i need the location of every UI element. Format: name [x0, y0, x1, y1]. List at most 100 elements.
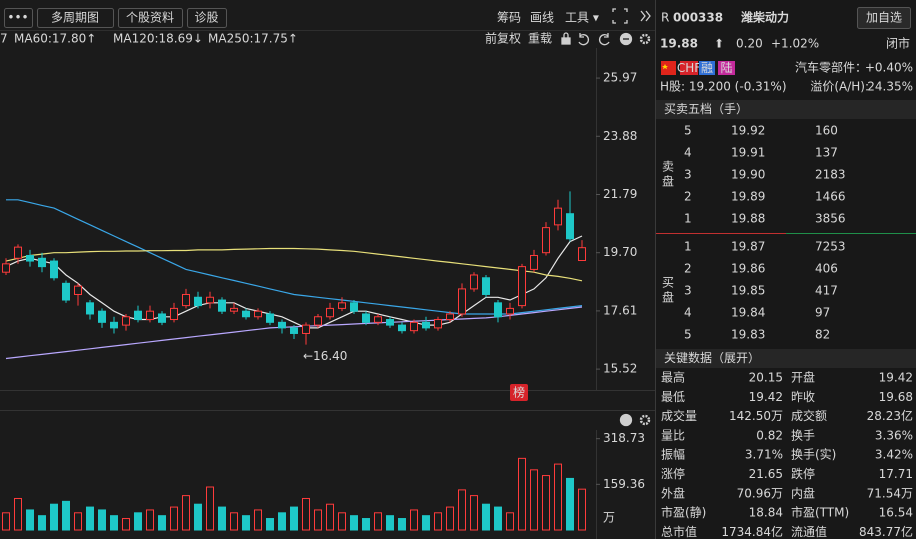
toolbar-button-label[interactable]: 诊股 [194, 11, 218, 25]
industry: 汽车零部件： [795, 60, 867, 75]
candle-body [2, 263, 10, 273]
chart-option[interactable]: 重载 [528, 32, 552, 46]
candle-body [302, 324, 310, 334]
candle-body [194, 296, 202, 307]
volume-bar [182, 495, 190, 531]
book-price: 19.89 [731, 190, 765, 204]
candle-body [350, 302, 358, 312]
volume-bar [482, 503, 490, 531]
settings-icon[interactable] [639, 33, 651, 45]
candle-body [506, 307, 514, 315]
toolbar-button[interactable] [118, 8, 183, 28]
toolbar-button[interactable] [4, 8, 33, 28]
candle-body [566, 213, 574, 240]
chart-option[interactable]: 前复权 [485, 31, 521, 46]
candle-body [470, 274, 478, 290]
book-volume: 3856 [815, 212, 846, 226]
moving-average-line [6, 199, 583, 315]
toolbar-button-label[interactable]: 多周期图 [51, 11, 99, 25]
volume-bar [254, 509, 262, 531]
key-data-value: 1734.84亿 [721, 524, 783, 539]
candle-body [98, 310, 106, 323]
key-data-value: 3.42% [875, 448, 913, 462]
volume-bar [14, 497, 22, 531]
candle-body [146, 310, 154, 321]
volume-bar [386, 515, 394, 531]
candle-body [122, 316, 130, 326]
tool-button[interactable]: 筹码 [497, 11, 521, 25]
badge-bg[interactable] [510, 384, 528, 401]
book-price: 19.86 [731, 262, 765, 276]
order-book-title[interactable]: 买卖五档（手） [664, 102, 748, 116]
candle-body [110, 321, 118, 329]
tool-button[interactable]: 画线 [530, 11, 554, 25]
volume-settings-icon[interactable] [639, 414, 651, 426]
candle-body [218, 299, 226, 312]
candle-body [494, 302, 502, 318]
book-level: 1 [684, 212, 692, 226]
volume-bar [134, 512, 142, 531]
fullscreen-icon[interactable] [612, 8, 628, 24]
candle-body [14, 246, 22, 259]
moving-average-line [5, 247, 583, 282]
key-data-value: 142.50万 [729, 409, 783, 423]
stock-badge-bg [680, 61, 698, 75]
price-arrow: ⬆ [714, 37, 724, 51]
book-volume: 7253 [815, 240, 846, 254]
volume-bar [122, 518, 130, 531]
volume-bar [86, 506, 94, 531]
toolbar-button[interactable] [187, 8, 227, 28]
premium-label: 溢价(A/H): [810, 80, 869, 94]
volume-bar [398, 518, 406, 531]
volume-bar [470, 495, 478, 531]
key-data-label: 振幅 [661, 447, 685, 462]
tool-button[interactable]: 工具 ▾ [565, 11, 599, 25]
book-volume: 406 [815, 262, 838, 276]
volume-bar [410, 509, 418, 531]
volume-bar [98, 509, 106, 531]
undo-icon[interactable] [578, 33, 589, 46]
book-price: 19.83 [731, 328, 765, 342]
redo-icon[interactable] [599, 33, 610, 46]
volume-bar [50, 503, 58, 531]
lock-shackle[interactable] [563, 32, 569, 38]
volume-bar [422, 515, 430, 531]
watchlist-button[interactable] [857, 7, 911, 29]
stock-badge: CHF [677, 61, 701, 75]
toolbar-button-label[interactable]: 个股资料 [126, 11, 174, 25]
lock-icon[interactable] [561, 37, 571, 45]
candle-body [578, 247, 586, 261]
volume-bar [350, 515, 358, 531]
watchlist-label[interactable]: 加自选 [866, 11, 902, 25]
change: 0.20 [736, 37, 763, 51]
badge[interactable]: 榜 [513, 385, 525, 400]
book-volume: 137 [815, 146, 838, 160]
toolbar-button[interactable] [37, 8, 114, 28]
volume-bar [158, 515, 166, 531]
volume-bar [74, 512, 82, 531]
volume-bar [302, 497, 310, 531]
y-tick-label: 17.61 [603, 303, 637, 317]
premium: 24.35% [867, 80, 913, 94]
key-data-title[interactable]: 关键数据（展开） [664, 350, 760, 365]
volume-bar [62, 500, 70, 531]
expand-icon[interactable] [640, 10, 651, 22]
volume-bar [314, 509, 322, 531]
stock-name: 潍柴动力 [740, 10, 789, 25]
market-status: 闭市 [886, 36, 910, 51]
candle-body [422, 321, 430, 329]
close-volume-icon[interactable] [619, 413, 633, 427]
volume-bar [146, 509, 154, 531]
candle-body [518, 266, 526, 307]
toolbar-button-label[interactable]: ••• [7, 11, 28, 25]
stock-badge: 融 [701, 61, 713, 75]
candle-body [434, 319, 442, 329]
toolbar-icons[interactable] [561, 8, 651, 427]
key-data-label: 开盘 [791, 370, 815, 385]
candle-body [158, 313, 166, 323]
ma-legend: MA120:18.69↓ [113, 32, 203, 46]
key-data-label: 成交量 [661, 408, 697, 423]
candle-body [398, 324, 406, 332]
volume-bar [506, 512, 514, 531]
book-level: 3 [684, 168, 692, 182]
